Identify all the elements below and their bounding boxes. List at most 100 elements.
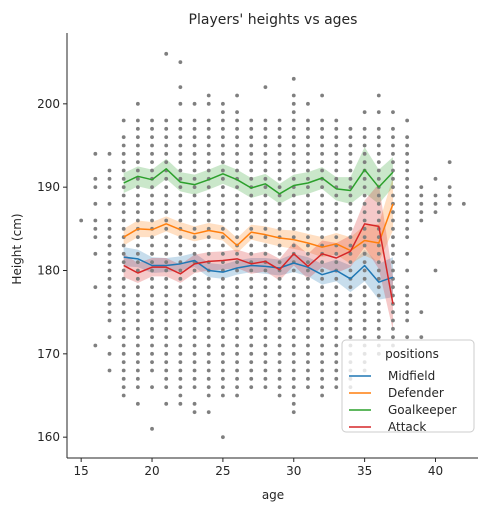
scatter-point [306,310,310,315]
scatter-point [178,210,183,215]
scatter-point [150,210,154,215]
scatter-point [362,226,367,231]
scatter-point [291,310,296,315]
scatter-point [263,126,268,131]
scatter-point [291,343,296,348]
scatter-point [235,151,239,156]
scatter-point [107,318,112,323]
scatter-point [348,135,353,140]
scatter-point [150,385,154,390]
scatter-point [291,243,296,248]
scatter-point [391,285,395,290]
scatter-point [135,293,140,298]
scatter-point [334,193,339,198]
scatter-point [206,360,211,365]
scatter-point [320,160,325,165]
scatter-point [376,218,381,223]
scatter-point [419,335,424,340]
scatter-point [376,235,381,240]
scatter-point [107,351,112,356]
scatter-point [263,360,268,365]
scatter-point [235,160,239,165]
scatter-point [277,368,282,373]
scatter-point [220,393,225,398]
scatter-point [235,376,239,381]
scatter-point [178,318,183,323]
scatter-point [220,168,225,173]
scatter-point [150,151,154,156]
scatter-point [135,401,140,406]
scatter-point [235,285,239,290]
scatter-point [405,218,410,223]
scatter-point [391,251,395,256]
scatter-point [235,235,239,240]
scatter-point [192,251,197,256]
scatter-point [206,193,211,198]
scatter-point [164,276,169,281]
scatter-point [220,310,225,315]
scatter-point [235,326,239,331]
scatter-point [235,226,239,231]
scatter-point [334,310,339,315]
scatter-point [164,310,169,315]
scatter-point [121,176,126,181]
scatter-point [206,143,211,148]
scatter-point [391,210,395,215]
x-tick-label: 25 [215,464,230,478]
scatter-point [263,335,268,340]
scatter-point [277,218,282,223]
scatter-point [93,235,98,240]
scatter-point [334,368,339,373]
scatter-point [121,218,126,223]
scatter-point [277,335,282,340]
scatter-point [121,326,126,331]
scatter-point [291,210,296,215]
scatter-point [93,251,98,256]
scatter-point [220,135,225,140]
scatter-point [391,176,395,181]
scatter-point [235,393,239,398]
scatter-point [178,376,183,381]
scatter-point [277,226,282,231]
scatter-point [135,210,140,215]
scatter-point [235,360,239,365]
scatter-point [206,368,211,373]
scatter-point [178,168,183,173]
scatter-point [391,135,395,140]
scatter-point [206,235,211,240]
scatter-point [192,410,197,415]
scatter-point [220,176,225,181]
scatter-point [306,193,310,198]
scatter-point [348,301,353,306]
scatter-point [178,60,183,65]
scatter-point [348,335,353,340]
scatter-point [249,368,254,373]
scatter-point [135,185,140,190]
scatter-point [376,93,381,98]
scatter-point [306,343,310,348]
scatter-point [277,135,282,140]
scatter-point [291,93,296,98]
scatter-point [249,301,254,306]
scatter-point [277,351,282,356]
scatter-point [135,118,140,123]
scatter-point [433,193,438,198]
scatter-point [150,343,154,348]
scatter-point [306,118,310,123]
scatter-point [164,118,169,123]
scatter-point [121,168,126,173]
scatter-point [164,210,169,215]
scatter-point [405,118,410,123]
scatter-point [121,260,126,265]
scatter-point [178,201,183,206]
scatter-point [263,276,268,281]
scatter-point [320,118,325,123]
chart-title: Players' heights vs ages [189,12,358,28]
scatter-point [306,160,310,165]
scatter-point [348,251,353,256]
scatter-point [178,351,183,356]
scatter-point [135,151,140,156]
scatter-point [306,176,310,181]
scatter-point [235,201,239,206]
